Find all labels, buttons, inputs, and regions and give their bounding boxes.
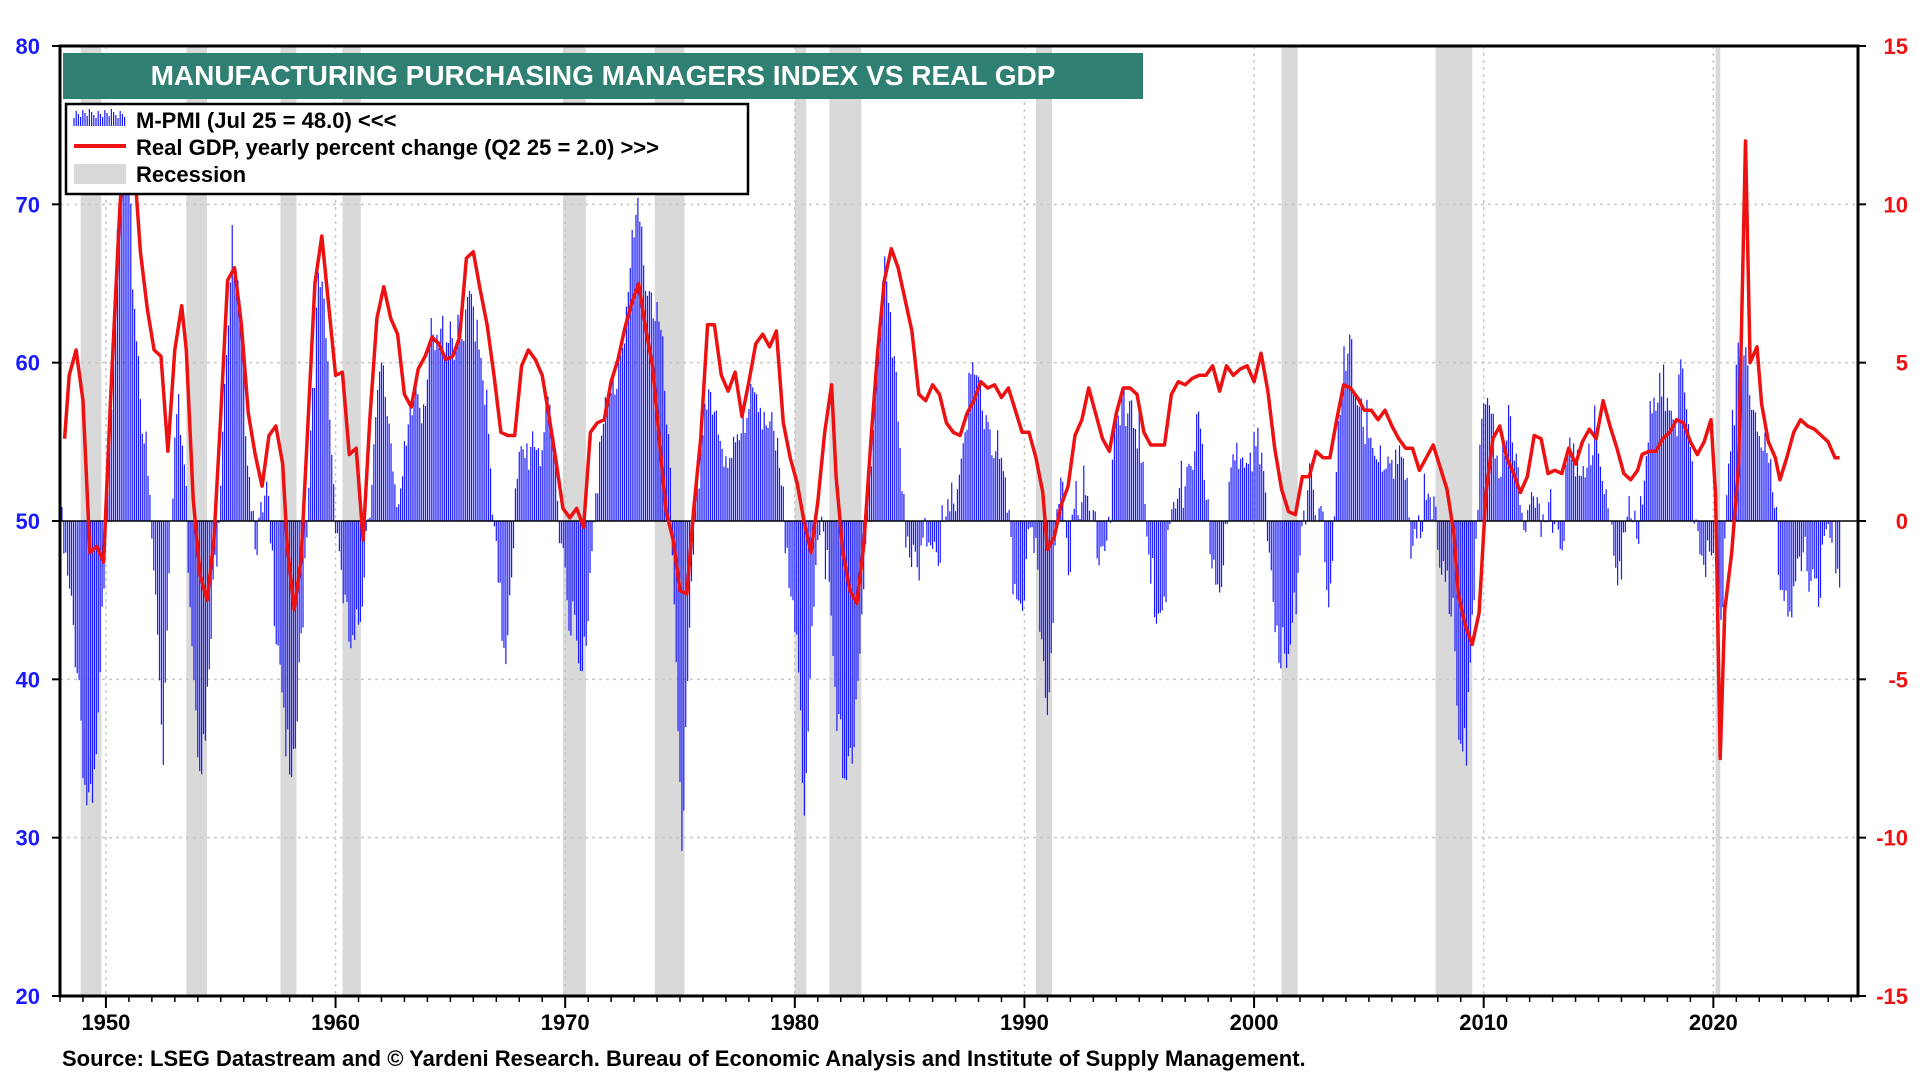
legend-label-gdp: Real GDP, yearly percent change (Q2 25 =… (136, 135, 659, 160)
legend-label-recession: Recession (136, 162, 246, 187)
left-axis-ticks: 20 30 40 50 60 70 80 (16, 34, 60, 1009)
left-tick-label: 20 (16, 984, 40, 1009)
gdp-line (62, 107, 1840, 761)
right-tick-label: 5 (1896, 351, 1908, 376)
right-tick-label: 0 (1896, 509, 1908, 534)
right-axis-ticks: -15 -10 -5 0 5 10 15 (1858, 34, 1908, 1009)
gridlines (60, 46, 1858, 996)
x-tick-label: 2010 (1459, 1010, 1508, 1035)
x-tick-label: 1960 (311, 1010, 360, 1035)
left-tick-label: 50 (16, 509, 40, 534)
source-note: Source: LSEG Datastream and © Yardeni Re… (62, 1046, 1306, 1071)
title-banner: MANUFACTURING PURCHASING MANAGERS INDEX … (63, 53, 1143, 99)
title-banner-background (63, 53, 1143, 99)
left-tick-label: 30 (16, 826, 40, 851)
x-tick-label: 2020 (1689, 1010, 1738, 1035)
left-tick-label: 80 (16, 34, 40, 59)
left-tick-label: 60 (16, 351, 40, 376)
x-tick-label: 1990 (1000, 1010, 1049, 1035)
left-tick-label: 40 (16, 667, 40, 692)
x-axis-ticks: 1950 1960 1970 1980 1990 2000 2010 2020 (59, 996, 1852, 1035)
chart-title: MANUFACTURING PURCHASING MANAGERS INDEX … (151, 60, 1056, 91)
left-tick-label: 70 (16, 192, 40, 217)
right-tick-label: 10 (1884, 192, 1908, 217)
legend: M-PMI (Jul 25 = 48.0) <<< Real GDP, year… (64, 102, 750, 196)
right-tick-label: 15 (1884, 34, 1908, 59)
legend-box (64, 102, 750, 196)
right-tick-label: -10 (1876, 826, 1908, 851)
x-tick-label: 2000 (1230, 1010, 1279, 1035)
x-tick-label: 1950 (81, 1010, 130, 1035)
legend-swatch-recession (74, 164, 126, 184)
legend-label-pmi: M-PMI (Jul 25 = 48.0) <<< (136, 108, 396, 133)
legend-swatch-bars (73, 109, 126, 126)
x-tick-label: 1980 (770, 1010, 819, 1035)
right-tick-label: -5 (1888, 667, 1908, 692)
gdp-series-line (62, 107, 1840, 761)
x-tick-label: 1970 (541, 1010, 590, 1035)
right-tick-label: -15 (1876, 984, 1908, 1009)
